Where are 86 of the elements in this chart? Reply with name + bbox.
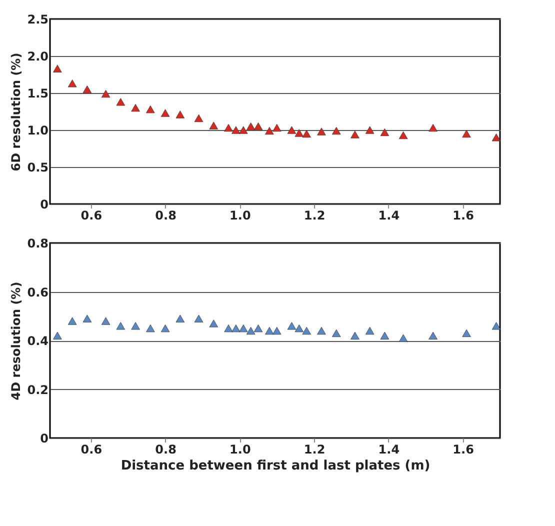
y-axis-title: 4D resolution (%) [9,282,24,400]
y-tick-label: 0.4 [27,334,48,348]
point [365,126,374,134]
point [302,326,311,335]
point [176,110,185,118]
x-tick-label: 1.4 [378,442,400,456]
x-tick-label: 0.8 [155,442,176,456]
point [146,324,155,332]
y-tick-label: 0.2 [27,382,48,397]
point [462,130,471,138]
x-tick-label: 1.0 [230,442,251,456]
y-tick-label: 0 [40,432,48,446]
point [239,126,248,134]
x-axis-title: Distance between first and last plates (m) [120,458,430,474]
point [332,329,341,338]
y-tick-label: 1.5 [27,86,48,100]
point [232,324,240,332]
x-tick-label: 1.0 [230,208,251,222]
y-tick-label: 2.0 [27,50,48,64]
point [294,324,304,332]
point [294,129,304,137]
point [224,324,233,332]
point [302,130,311,138]
point [246,326,256,335]
point [350,130,360,138]
point [287,322,296,330]
y-tick-label: 0.5 [27,160,48,174]
x-tick-label: 1.2 [304,208,326,222]
point [224,124,233,132]
x-tick-label: 0.6 [80,442,102,456]
point [265,326,274,335]
point [380,128,390,136]
y-tick-label: 2.5 [27,12,48,26]
point [265,126,274,135]
point [380,332,390,340]
point [246,122,256,130]
point [101,90,110,98]
point [131,322,140,330]
y-tick-label: 0 [40,198,48,212]
x-tick-label: 1.6 [452,208,474,222]
point [131,104,140,112]
point [272,326,282,335]
point [82,85,92,94]
point [428,124,438,132]
y-tick-label: 0.8 [27,236,48,250]
point [68,317,77,325]
point [116,98,126,106]
x-tick-label: 0.6 [80,208,102,222]
point [272,124,282,132]
point [101,317,110,325]
point [176,314,185,322]
y-tick-label: 1.0 [27,124,48,138]
x-tick-label: 1.6 [452,442,474,456]
x-tick-label: 1.2 [304,442,326,456]
point [317,326,326,335]
point [239,324,248,332]
point [287,126,296,134]
point [194,114,204,122]
point [332,126,341,135]
point [116,322,126,330]
point [194,314,204,322]
point [254,324,263,332]
x-tick-label: 0.8 [155,208,176,222]
point [209,320,218,328]
point [232,126,240,134]
point [462,329,471,338]
y-axis-title: 6D resolution (%) [9,52,24,172]
point [398,334,408,342]
point [68,80,77,88]
point [398,131,408,140]
point [160,109,170,117]
point [317,128,326,136]
point [53,332,62,340]
x-tick-label: 1.4 [378,208,400,222]
point [350,332,360,340]
point [492,322,501,330]
point [492,134,501,142]
point [82,314,92,322]
point [428,332,438,340]
point [209,122,218,130]
y-tick-label: 0.6 [27,285,48,300]
point [146,105,155,114]
point [365,326,374,335]
point [53,64,62,72]
point [254,122,263,130]
point [160,324,170,332]
